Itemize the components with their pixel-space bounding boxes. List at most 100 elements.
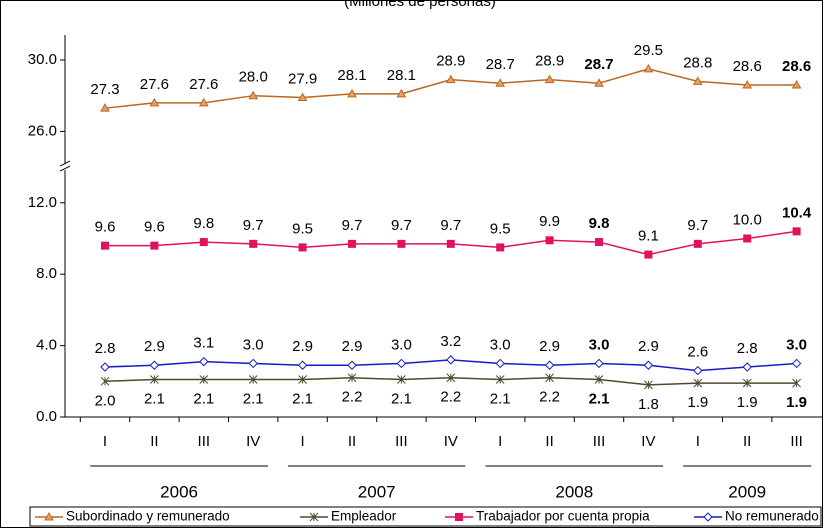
marker bbox=[249, 239, 258, 248]
marker bbox=[198, 97, 209, 107]
marker bbox=[791, 358, 802, 369]
data-label: 9.7 bbox=[243, 217, 264, 234]
marker bbox=[594, 78, 604, 87]
data-label: 2.1 bbox=[589, 390, 610, 407]
data-label: 3.0 bbox=[589, 336, 610, 353]
data-label: 2.1 bbox=[243, 390, 264, 407]
data-label: 2.0 bbox=[95, 392, 116, 409]
marker bbox=[101, 241, 109, 250]
data-label: 10.0 bbox=[733, 211, 762, 228]
marker bbox=[693, 378, 703, 388]
legend-label: No remunerado bbox=[725, 509, 819, 524]
data-label: 2.1 bbox=[144, 390, 165, 407]
data-label: 1.9 bbox=[786, 394, 807, 411]
data-label: 9.7 bbox=[391, 217, 412, 234]
data-label: 9.6 bbox=[144, 219, 165, 236]
marker bbox=[150, 241, 159, 250]
x-tick-label: IV bbox=[444, 433, 458, 450]
x-tick-label: I bbox=[696, 433, 700, 450]
data-label: 9.1 bbox=[638, 228, 659, 245]
data-label: 1.8 bbox=[638, 396, 659, 413]
marker bbox=[742, 378, 752, 388]
marker bbox=[791, 79, 802, 89]
marker bbox=[348, 239, 356, 248]
data-label: 28.9 bbox=[436, 53, 465, 70]
marker bbox=[199, 356, 209, 367]
marker bbox=[742, 362, 752, 372]
axis-break-gap bbox=[59, 164, 71, 171]
y-tick-label: 12.0 bbox=[28, 194, 57, 211]
data-label: 28.6 bbox=[733, 58, 762, 75]
marker bbox=[495, 375, 505, 384]
marker bbox=[298, 243, 307, 252]
data-label: 27.9 bbox=[288, 70, 317, 87]
data-label: 3.2 bbox=[440, 333, 461, 350]
marker bbox=[199, 375, 209, 384]
data-label: 9.8 bbox=[193, 215, 214, 232]
marker bbox=[248, 90, 259, 100]
marker bbox=[446, 373, 456, 383]
axis-break bbox=[59, 160, 71, 167]
data-label: 28.7 bbox=[584, 56, 613, 73]
data-label: 2.1 bbox=[292, 390, 313, 407]
data-label: 2.8 bbox=[737, 340, 758, 357]
y-tick-label: 26.0 bbox=[28, 122, 57, 139]
x-tick-label: III bbox=[790, 433, 803, 450]
data-label: 2.6 bbox=[687, 344, 708, 361]
data-label: 2.1 bbox=[391, 390, 412, 407]
marker bbox=[347, 88, 357, 98]
marker bbox=[643, 360, 654, 370]
marker bbox=[703, 512, 713, 522]
group-label: 2008 bbox=[555, 482, 593, 501]
x-tick-label: I bbox=[103, 433, 107, 450]
data-label: 3.0 bbox=[391, 336, 412, 353]
data-label: 2.1 bbox=[490, 390, 511, 407]
data-label: 28.6 bbox=[782, 58, 811, 75]
marker bbox=[298, 375, 307, 384]
marker bbox=[150, 375, 159, 384]
marker bbox=[792, 378, 801, 388]
data-label: 2.1 bbox=[193, 390, 214, 407]
data-label: 27.3 bbox=[90, 81, 119, 98]
marker bbox=[495, 78, 506, 87]
data-label: 2.9 bbox=[539, 338, 560, 355]
data-label: 9.7 bbox=[342, 217, 363, 234]
marker bbox=[248, 358, 258, 369]
data-label: 9.5 bbox=[490, 220, 511, 237]
data-label: 2.2 bbox=[342, 389, 363, 406]
marker bbox=[495, 358, 505, 369]
data-label: 2.2 bbox=[440, 389, 461, 406]
data-label: 27.6 bbox=[189, 76, 218, 93]
marker bbox=[693, 365, 703, 376]
x-tick-label: I bbox=[498, 433, 502, 450]
data-label: 3.0 bbox=[786, 336, 807, 353]
marker bbox=[445, 74, 456, 84]
marker bbox=[149, 360, 160, 370]
marker bbox=[100, 376, 110, 386]
data-label: 2.9 bbox=[342, 338, 363, 355]
x-tick-label: III bbox=[198, 433, 211, 450]
data-label: 3.0 bbox=[490, 336, 511, 353]
marker bbox=[309, 512, 319, 522]
legend-label: Trabajador por cuenta propia bbox=[476, 509, 650, 524]
group-label: 2009 bbox=[728, 482, 766, 501]
legend-label: Subordinado y remunerado bbox=[66, 509, 230, 524]
marker bbox=[397, 375, 406, 384]
y-tick-label: 4.0 bbox=[36, 337, 57, 354]
data-label: 28.7 bbox=[486, 56, 515, 73]
marker bbox=[347, 360, 357, 370]
marker bbox=[693, 239, 702, 248]
data-label: 2.9 bbox=[144, 338, 165, 355]
marker bbox=[792, 227, 801, 236]
marker bbox=[595, 238, 603, 247]
chart-subtitle: (Millones de personas) bbox=[344, 0, 496, 10]
marker bbox=[297, 360, 308, 370]
data-label: 28.0 bbox=[239, 69, 268, 86]
marker bbox=[544, 74, 555, 84]
data-label: 9.9 bbox=[539, 213, 560, 230]
x-tick-label: III bbox=[593, 433, 606, 450]
data-label: 9.5 bbox=[292, 220, 313, 237]
marker bbox=[594, 375, 604, 384]
marker bbox=[396, 358, 407, 369]
